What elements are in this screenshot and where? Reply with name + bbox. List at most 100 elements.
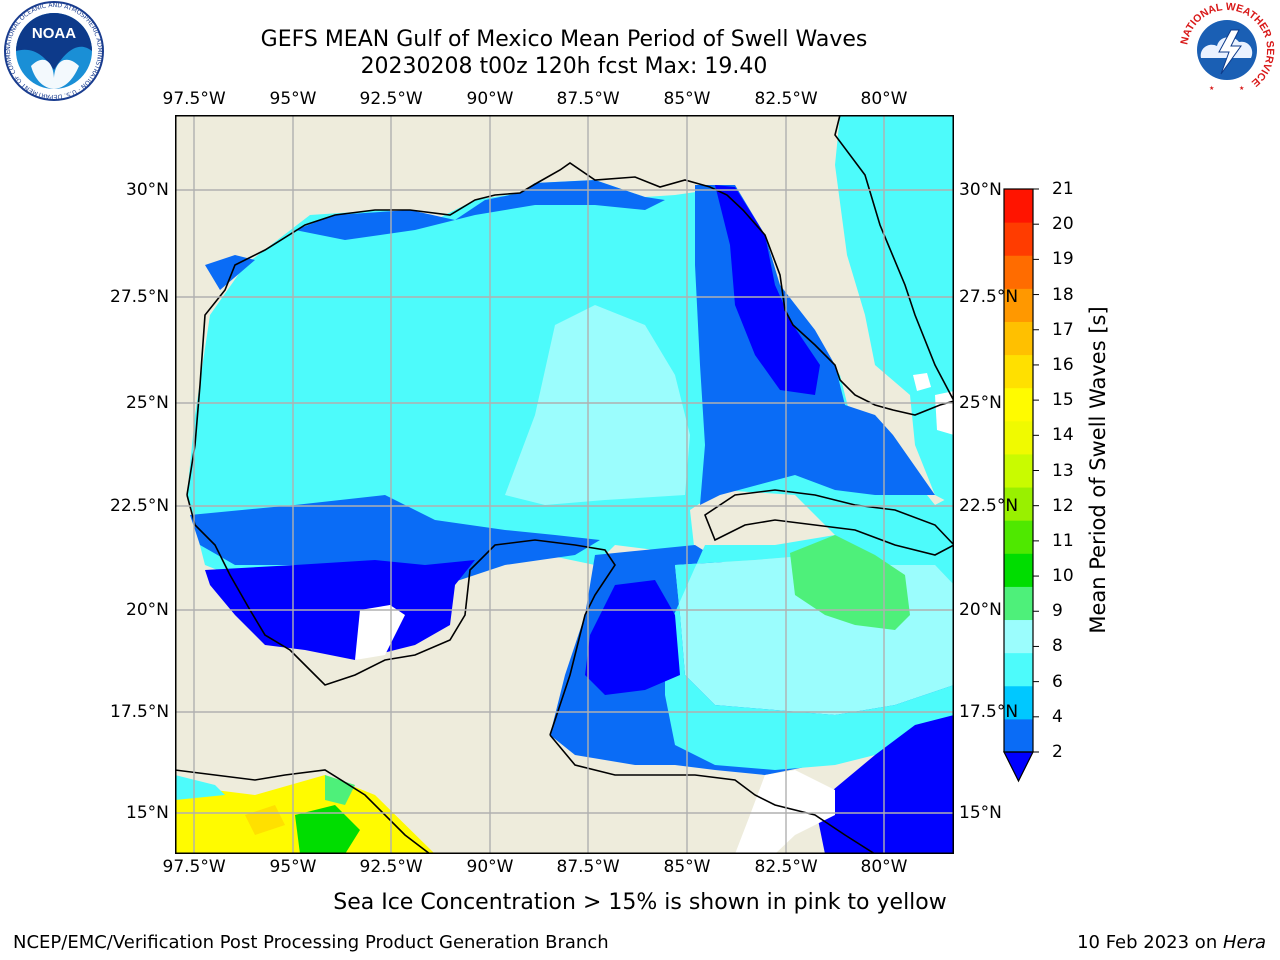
footer-host: Hera [1222,932,1266,953]
north-coast-blue [295,180,665,240]
caribbean-green [790,535,910,630]
lon-label-bottom: 90°W [466,857,514,877]
colorbar-segment [1004,189,1033,223]
lat-label-right: 22.5°N [959,496,1019,516]
lon-label-bottom: 87.5°W [556,857,620,877]
lon-label-bottom: 92.5°W [359,857,423,877]
lat-label-left: 25°N [126,393,169,413]
lat-label-right: 17.5°N [959,702,1019,722]
lon-label-top: 92.5°W [359,89,423,109]
map-panel [175,115,954,854]
coastline-florida-east [834,115,954,402]
lon-label-top: 90°W [466,89,514,109]
pacific-cyan [175,775,225,800]
colorbar-segment [1004,586,1033,621]
lat-label-right: 15°N [959,803,1002,823]
colorbar-segment [1004,288,1033,322]
colorbar-segment [1004,420,1033,455]
svg-text:NOAA: NOAA [32,25,76,42]
colorbar-segment [1004,520,1033,554]
colorbar-tick-label: 20 [1052,214,1074,235]
colorbar [1003,188,1039,783]
lon-label-top: 85°W [663,89,711,109]
lon-label-top: 97.5°W [162,89,226,109]
coastline-central-america [549,734,876,854]
coastline-gulf [186,162,954,496]
colorbar-segment [1004,652,1033,687]
caribbean-white-se [735,770,835,854]
chart-subtitle: 20230208 t00z 120h fcst Max: 19.40 [360,54,768,79]
colorbar-tick-label: 9 [1052,601,1063,622]
colorbar-tick-label: 15 [1052,390,1074,411]
colorbar-segment [1004,553,1033,587]
colorbar-title: Mean Period of Swell Waves [s] [1086,306,1110,634]
lat-label-left: 27.5°N [110,287,170,307]
lat-label-left: 22.5°N [110,496,170,516]
colorbar-segment [1004,255,1033,289]
colorbar-tick-label: 21 [1052,179,1074,199]
lon-label-bottom: 85°W [663,857,711,877]
coastlines [175,115,954,854]
atlantic-water [835,115,954,505]
colorbar-segment [1004,354,1033,389]
colorbar-tick-label: 11 [1052,530,1074,551]
colorbar-tick-label: 14 [1052,425,1074,446]
lat-label-left: 15°N [126,803,169,823]
sea-ice-note: Sea Ice Concentration > 15% is shown in … [333,890,947,915]
colorbar-tick-label: 2 [1052,742,1063,762]
nws-logo: NATIONAL WEATHER SERVICE ★ ★ [1178,1,1276,98]
svg-text:★: ★ [1239,85,1244,92]
colorbar-tick-label: 12 [1052,495,1074,516]
noaa-logo: NATIONAL OCEANIC AND ATMOSPHERIC ADMINIS… [3,0,104,101]
colorbar-tick-label: 10 [1052,566,1074,587]
lon-label-top: 87.5°W [556,89,620,109]
lat-label-right: 25°N [959,393,1002,413]
colorbar-segment [1004,321,1033,356]
colorbar-segment [1004,685,1033,720]
colorbar-segment [1004,619,1033,654]
footer-date-text: 10 Feb 2023 on [1077,932,1223,953]
colorbar-segment [1004,718,1033,753]
footer-date: 10 Feb 2023 on Hera [1077,932,1266,953]
lat-label-right: 27.5°N [959,287,1019,307]
colorbar-tick-label: 17 [1052,319,1074,340]
lat-label-left: 30°N [126,180,169,200]
white-patch-keys [913,373,931,391]
colorbar-tick-label: 13 [1052,460,1074,481]
graticule [175,115,954,854]
svg-text:★: ★ [1209,85,1214,92]
chart-title: GEFS MEAN Gulf of Mexico Mean Period of … [260,27,868,52]
lat-label-right: 30°N [959,180,1002,200]
colorbar-extend-triangle [1003,751,1034,783]
coastline-pacific [175,769,431,854]
coastline-yucatan [186,494,616,736]
colorbar-segment [1004,387,1033,422]
lon-label-bottom: 80°W [860,857,908,877]
white-patch-east [935,391,954,435]
yucatan-channel-darkblue [585,580,680,695]
lon-label-top: 95°W [269,89,317,109]
lon-label-top: 80°W [860,89,908,109]
lon-label-top: 82.5°W [754,89,818,109]
pacific-seaice-green [295,805,360,854]
florida-shelf-darkblue [715,185,820,395]
colorbar-tick-label: 4 [1052,706,1063,727]
lat-label-left: 20°N [126,600,169,620]
map-frame [175,115,954,854]
footer-credit: NCEP/EMC/Verification Post Processing Pr… [13,932,609,953]
colorbar-segment [1004,222,1033,256]
colorbar-tick-label: 6 [1052,671,1063,692]
lon-label-bottom: 95°W [269,857,317,877]
lon-label-bottom: 82.5°W [754,857,818,877]
lon-label-bottom: 97.5°W [162,857,226,877]
colorbar-tick-label: 8 [1052,636,1063,657]
colorbar-tick-label: 18 [1052,284,1074,305]
pacific-seaice-lightgreen [325,775,355,805]
coastline-cuba [704,489,954,556]
caribbean-cyan [665,535,954,770]
lat-label-left: 17.5°N [110,702,170,722]
lat-label-right: 20°N [959,600,1002,620]
central-light-water [505,305,690,505]
colorbar-segment [1004,453,1033,488]
texas-coast-blue [205,255,255,290]
